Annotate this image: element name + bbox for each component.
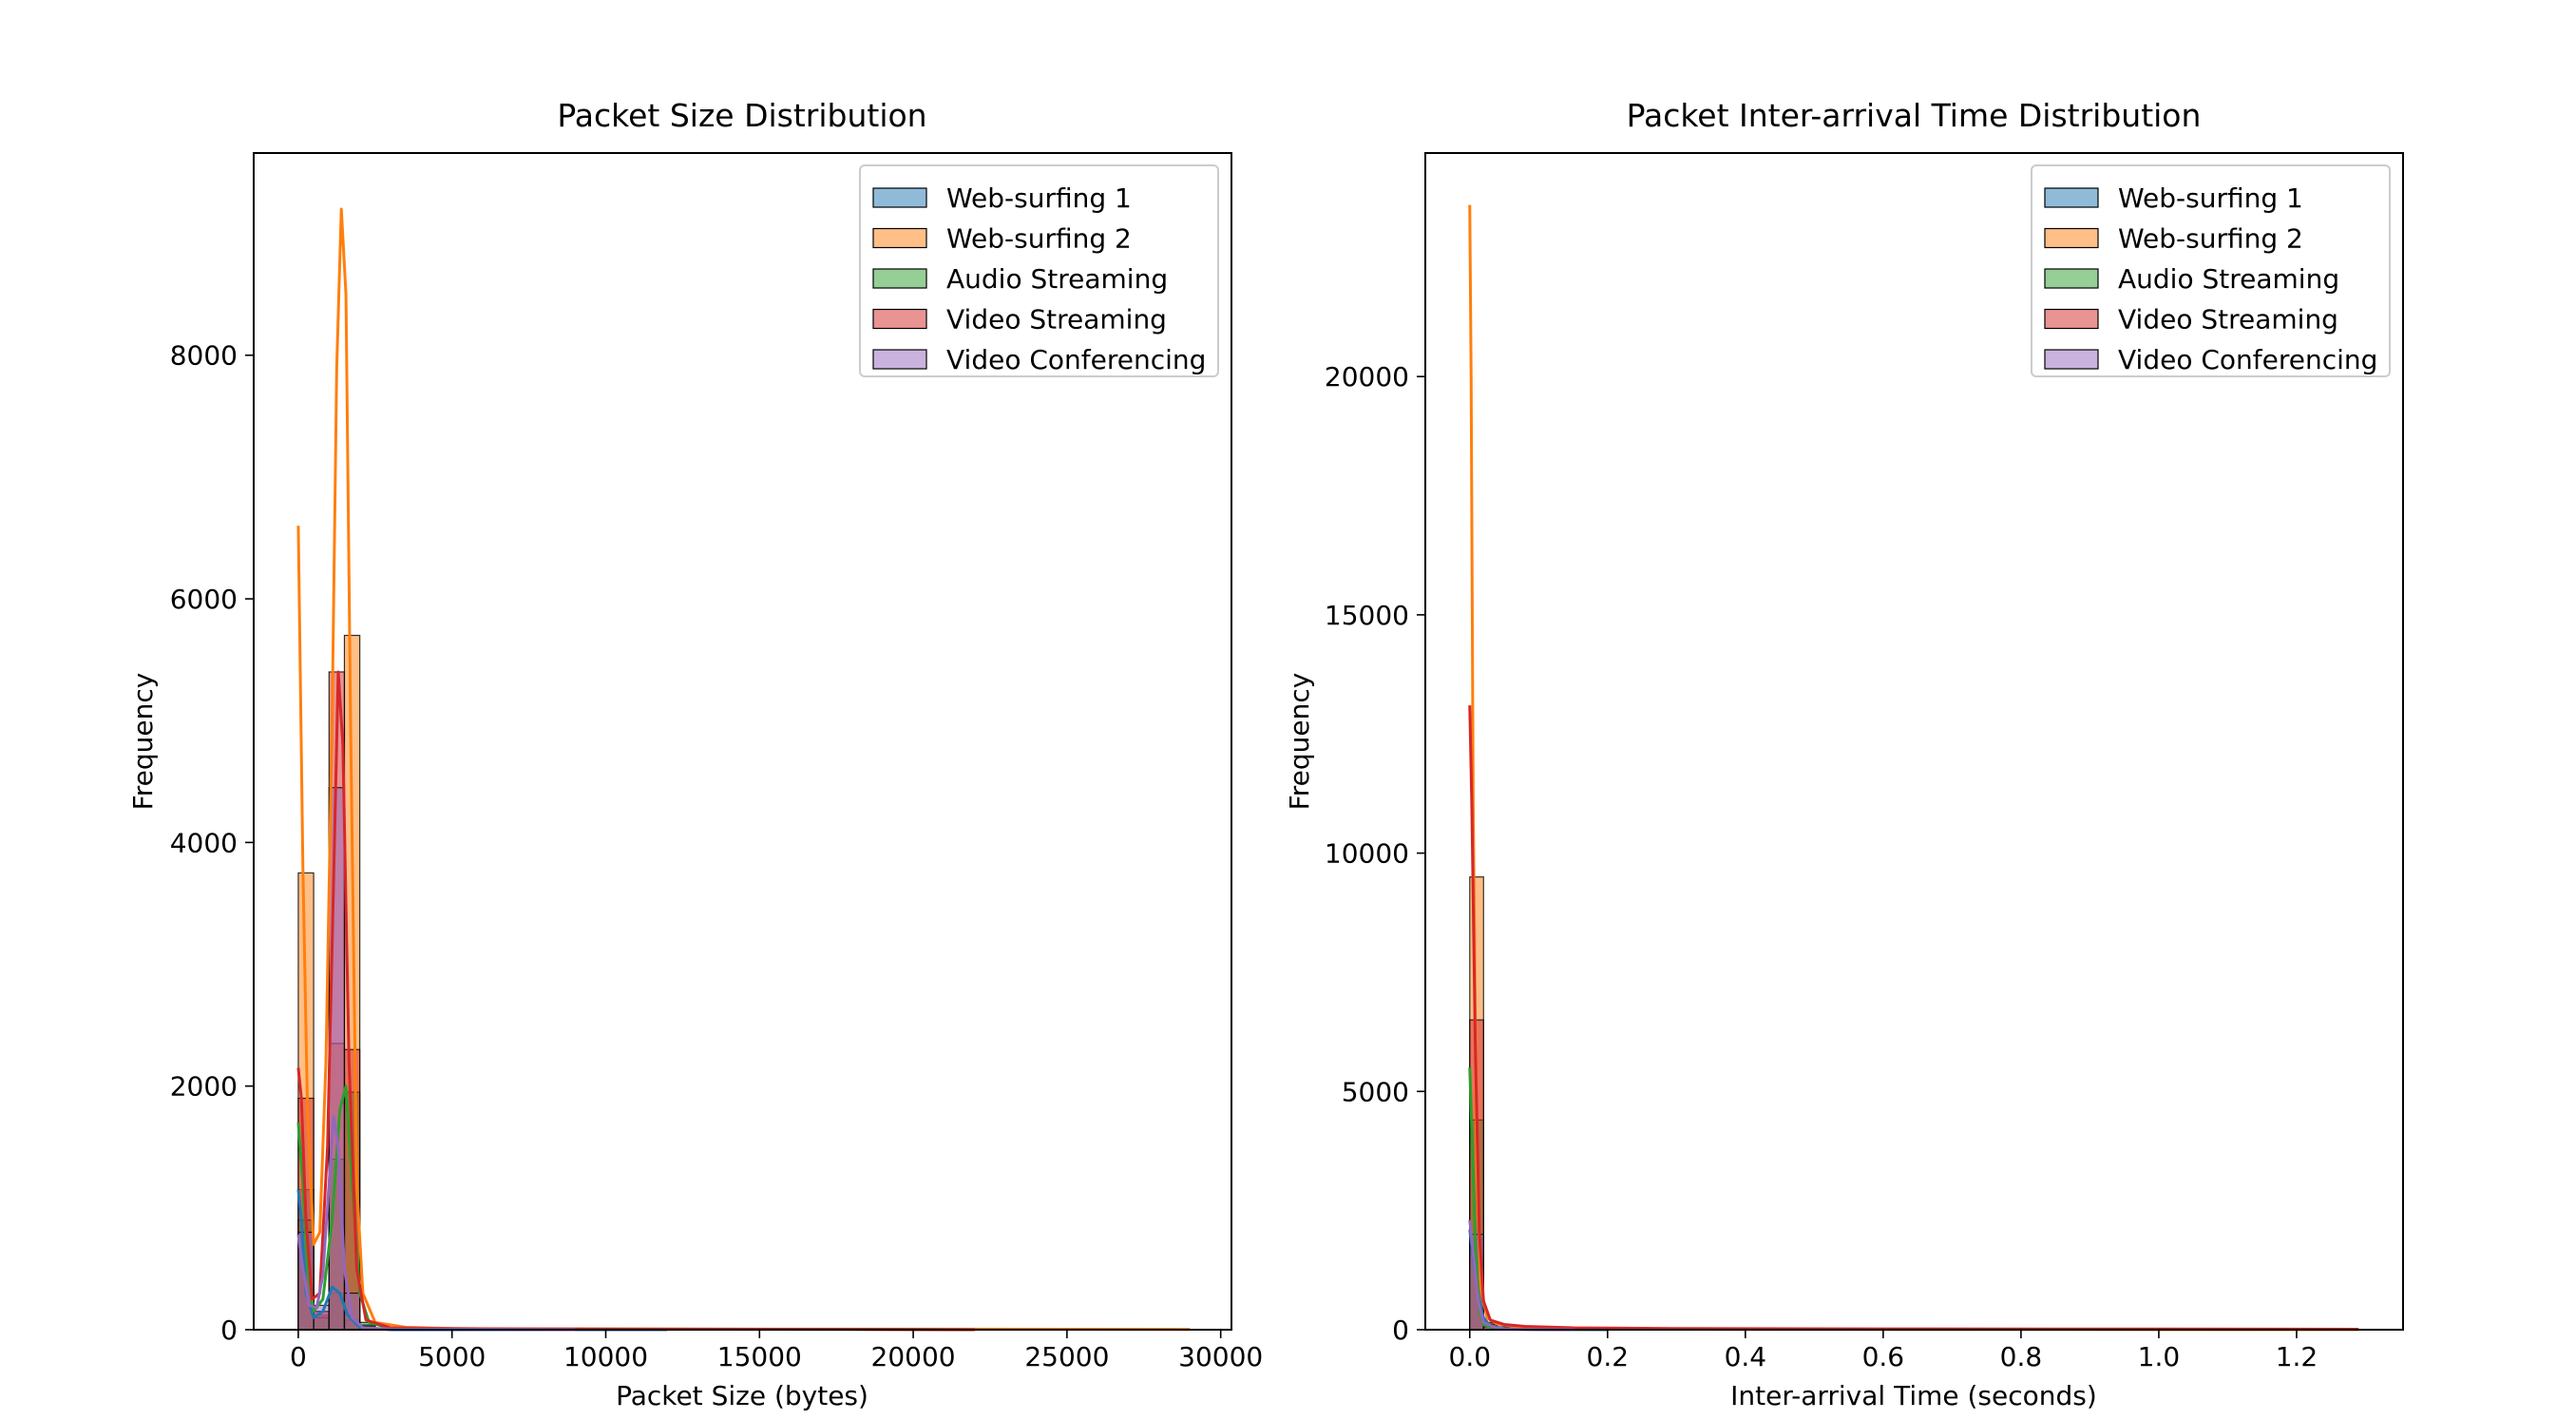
- packet-size-legend-swatch-3: [872, 308, 927, 330]
- inter-arrival-legend-label-0: Web-surfing 1: [2118, 182, 2303, 214]
- packet-size-x-tick-label-4: 20000: [871, 1341, 956, 1372]
- inter-arrival-legend-swatch-0: [2044, 187, 2099, 208]
- inter-arrival-x-tick-label-5: 1.0: [2138, 1341, 2181, 1372]
- packet-size-legend-box: [859, 164, 1219, 377]
- packet-size-legend-swatch-1: [872, 227, 927, 249]
- packet-size-legend-label-4: Video Conferencing: [946, 344, 1206, 375]
- inter-arrival-legend-swatch-2: [2044, 268, 2099, 289]
- inter-arrival-y-tick-label-1: 5000: [1342, 1076, 1409, 1107]
- inter-arrival-y-tick-label-4: 20000: [1325, 361, 1409, 393]
- inter-arrival-title: Packet Inter-arrival Time Distribution: [1627, 97, 2202, 134]
- packet-size-y-tick-label-4: 8000: [170, 340, 238, 372]
- packet-size-y-tick-label-1: 2000: [170, 1071, 238, 1103]
- packet-size-chart: 0 5000 10000 15000 20000 25000 30000 0 2000 4000…: [127, 97, 1263, 1411]
- packet-size-axes-frame: [253, 152, 1232, 1331]
- inter-arrival-legend-swatch-4: [2044, 349, 2099, 370]
- packet-size-x-tick-label-2: 10000: [563, 1341, 648, 1372]
- inter-arrival-x-tick-label-3: 0.6: [1862, 1341, 1905, 1372]
- packet-size-legend-label-3: Video Streaming: [946, 304, 1167, 336]
- packet-size-y-tick-label-2: 4000: [170, 827, 238, 858]
- inter-arrival-legend-label-2: Audio Streaming: [2118, 263, 2339, 295]
- packet-size-x-tick-label-1: 5000: [418, 1341, 486, 1372]
- inter-arrival-legend-box: [2031, 164, 2391, 377]
- inter-arrival-axes-frame: [1424, 152, 2404, 1331]
- packet-size-title: Packet Size Distribution: [557, 97, 926, 134]
- inter-arrival-legend-label-4: Video Conferencing: [2118, 344, 2377, 375]
- packet-size-y-tick-label-3: 6000: [170, 584, 238, 615]
- inter-arrival-y-tick-label-0: 0: [1392, 1314, 1409, 1346]
- packet-size-x-tick-label-6: 30000: [1178, 1341, 1263, 1372]
- inter-arrival-x-tick-label-1: 0.2: [1587, 1341, 1630, 1372]
- inter-arrival-x-tick-label-6: 1.2: [2276, 1341, 2318, 1372]
- packet-size-legend-swatch-4: [872, 349, 927, 370]
- inter-arrival-x-tick-label-0: 0.0: [1449, 1341, 1492, 1372]
- packet-size-x-ticks: 0 5000 10000 15000 20000 25000 30000: [290, 1330, 1263, 1372]
- inter-arrival-x-tick-label-2: 0.4: [1725, 1341, 1767, 1372]
- packet-size-y-label: Frequency: [127, 673, 159, 811]
- inter-arrival-y-ticks: 0 5000 10000 15000 20000: [1325, 361, 1425, 1346]
- inter-arrival-y-tick-label-3: 15000: [1325, 600, 1409, 631]
- packet-size-y-tick-label-0: 0: [220, 1314, 238, 1346]
- inter-arrival-legend: Web-surfing 1 Web-surfing 2 Audio Streamin…: [2031, 164, 2391, 377]
- packet-size-y-ticks: 0 2000 4000 6000 8000: [170, 340, 254, 1346]
- packet-size-x-label: Packet Size (bytes): [616, 1380, 868, 1411]
- inter-arrival-x-label: Inter-arrival Time (seconds): [1730, 1380, 2097, 1411]
- packet-size-legend-swatch-2: [872, 268, 927, 289]
- packet-size-x-tick-label-0: 0: [290, 1341, 307, 1372]
- inter-arrival-legend-label-3: Video Streaming: [2118, 304, 2338, 336]
- inter-arrival-chart: 0.0 0.2 0.4 0.6 0.8 1.0 1.2 0 5000 10000 15000 200…: [1284, 97, 2404, 1411]
- packet-size-x-tick-label-3: 15000: [717, 1341, 802, 1372]
- inter-arrival-legend-label-1: Web-surfing 2: [2118, 223, 2303, 255]
- packet-size-legend-label-0: Web-surfing 1: [946, 182, 1132, 214]
- packet-size-legend: Web-surfing 1 Web-surfing 2 Audio Streamin…: [859, 164, 1219, 377]
- inter-arrival-legend-swatch-3: [2044, 308, 2099, 330]
- inter-arrival-x-tick-label-4: 0.8: [2000, 1341, 2043, 1372]
- packet-size-legend-swatch-0: [872, 187, 927, 208]
- inter-arrival-x-ticks: 0.0 0.2 0.4 0.6 0.8 1.0 1.2: [1449, 1330, 2318, 1372]
- packet-size-x-tick-label-5: 25000: [1024, 1341, 1109, 1372]
- packet-size-kde-line-s4: [296, 1115, 576, 1332]
- inter-arrival-y-tick-label-2: 10000: [1325, 838, 1409, 870]
- packet-size-legend-label-2: Audio Streaming: [946, 263, 1168, 295]
- packet-size-legend-label-1: Web-surfing 2: [946, 223, 1132, 255]
- inter-arrival-y-label: Frequency: [1284, 673, 1315, 811]
- inter-arrival-legend-swatch-1: [2044, 227, 2099, 249]
